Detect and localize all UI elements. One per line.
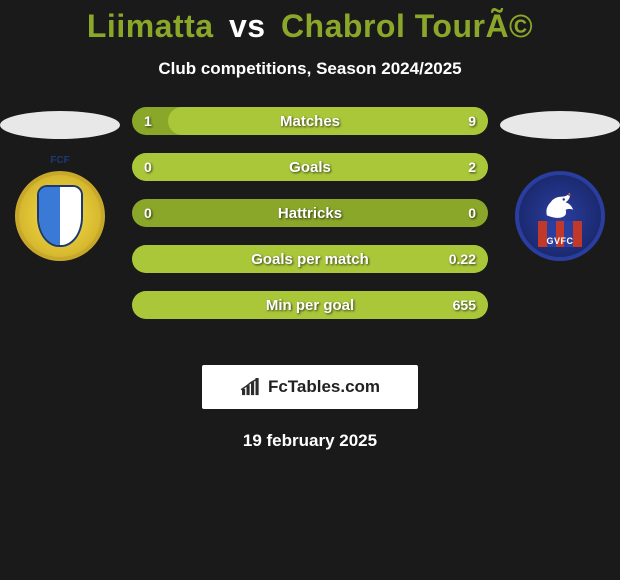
stat-row: 1 Matches 9 — [132, 107, 488, 135]
stat-value-right: 9 — [468, 113, 476, 129]
player-silhouette-right — [500, 111, 620, 139]
stat-value-left: 1 — [144, 113, 152, 129]
stat-label: Matches — [280, 113, 340, 130]
stat-value-left: 0 — [144, 159, 152, 175]
stat-row: Min per goal 655 — [132, 291, 488, 319]
stat-label: Min per goal — [266, 297, 354, 314]
club-left-shield-icon — [37, 185, 83, 247]
comparison-area: FCF GVFC 1 Matches 9 0 — [0, 107, 620, 347]
subtitle: Club competitions, Season 2024/2025 — [0, 59, 620, 79]
stat-value-right: 0 — [468, 205, 476, 221]
player-silhouette-left — [0, 111, 120, 139]
page-title: Liimatta vs Chabrol TourÃ© — [0, 8, 620, 45]
right-player-column: GVFC — [500, 107, 620, 261]
club-badge-left: FCF — [15, 171, 105, 261]
stat-label: Hattricks — [278, 205, 342, 222]
stat-label: Goals — [289, 159, 331, 176]
stat-value-left: 0 — [144, 205, 152, 221]
club-right-initials: GVFC — [519, 237, 601, 247]
stat-bars: 1 Matches 9 0 Goals 2 0 Hattricks 0 Goals per mat… — [132, 107, 488, 319]
stat-label: Goals per match — [251, 251, 369, 268]
left-player-column: FCF — [0, 107, 120, 261]
watermark: FcTables.com — [202, 365, 418, 409]
title-vs: vs — [229, 8, 266, 44]
stat-row: 0 Goals 2 — [132, 153, 488, 181]
date-label: 19 february 2025 — [0, 431, 620, 451]
rooster-icon — [541, 191, 579, 221]
comparison-card: Liimatta vs Chabrol TourÃ© Club competit… — [0, 0, 620, 580]
watermark-text: FcTables.com — [268, 377, 380, 397]
bar-chart-icon — [240, 378, 262, 396]
stat-row: Goals per match 0.22 — [132, 245, 488, 273]
title-player2: Chabrol TourÃ© — [281, 8, 533, 44]
stat-row: 0 Hattricks 0 — [132, 199, 488, 227]
stat-value-right: 655 — [453, 297, 476, 313]
club-left-initials: FCF — [50, 155, 69, 166]
stat-value-right: 0.22 — [449, 251, 476, 267]
club-badge-right: GVFC — [515, 171, 605, 261]
title-player1: Liimatta — [87, 8, 214, 44]
stat-value-right: 2 — [468, 159, 476, 175]
